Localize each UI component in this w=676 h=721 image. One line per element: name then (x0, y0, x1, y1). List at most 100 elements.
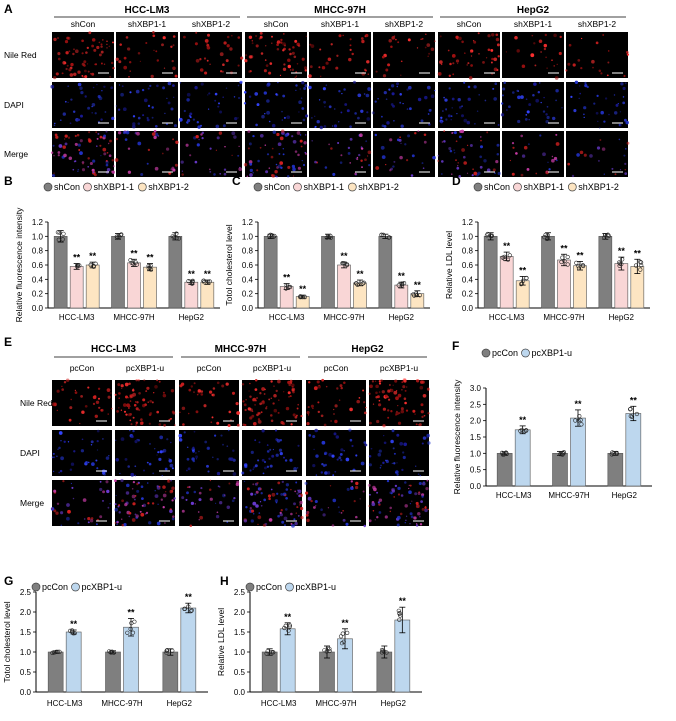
cell-dot (311, 140, 314, 142)
data-point (574, 260, 579, 266)
cell-dot (426, 436, 429, 439)
data-point (287, 284, 293, 290)
cell-dot (228, 429, 230, 432)
cell-dot (199, 68, 204, 72)
cell-dot (378, 391, 381, 393)
cell-dot (279, 74, 282, 77)
y-axis-label: Totol cholesterol level (224, 224, 234, 305)
legend-entry: shXBP1-1 (304, 182, 345, 192)
panel-label: B (4, 174, 13, 188)
cell-dot (137, 122, 141, 125)
significance-marker: ** (146, 253, 154, 263)
cell-dot (335, 435, 340, 439)
cell-dot (101, 39, 104, 41)
cell-dot (556, 63, 558, 66)
cell-dot (102, 490, 106, 494)
legend-marker (43, 182, 53, 192)
cell-dot (81, 410, 85, 414)
cell-dot (409, 512, 413, 516)
cell-dot (405, 519, 407, 522)
cell-dot (266, 450, 270, 453)
cell-dot (386, 479, 390, 483)
data-point (610, 450, 615, 455)
cell-dot (383, 124, 387, 128)
cell-dot (368, 454, 372, 458)
cell-dot (249, 70, 252, 73)
cell-dot (88, 139, 92, 143)
cell-dot (215, 149, 218, 151)
cell-dot (228, 410, 232, 414)
cell-dot (455, 140, 458, 143)
cell-dot (137, 116, 141, 120)
cell-dot (593, 102, 596, 105)
cell-dot (108, 45, 111, 48)
cell-dot (139, 60, 142, 63)
cell-dot (290, 522, 293, 525)
cell-dot (62, 112, 66, 116)
legend-entry: pcXBP1-u (82, 582, 123, 592)
cell-dot (183, 431, 186, 434)
cell-dot (158, 457, 162, 461)
cell-dot (79, 422, 81, 425)
cell-dot (226, 35, 230, 39)
cell-dot (179, 411, 181, 413)
cell-dot (131, 488, 134, 490)
bar (53, 236, 68, 309)
cell-dot (154, 385, 158, 389)
data-point (68, 628, 73, 634)
cell-dot (408, 484, 410, 487)
cell-dot (265, 64, 269, 67)
cell-dot (275, 501, 278, 504)
data-point (108, 649, 113, 655)
cell-dot (221, 384, 225, 388)
cell-dot (276, 41, 279, 44)
significance-marker: ** (630, 395, 638, 405)
cell-dot (277, 481, 281, 485)
cell-dot (289, 52, 292, 56)
cell-dot (409, 484, 412, 487)
significance-marker: ** (73, 253, 81, 263)
cell-dot (447, 114, 451, 118)
data-point (520, 278, 526, 284)
data-point (603, 233, 608, 238)
data-point (573, 418, 578, 423)
cell-dot (396, 82, 399, 86)
significance-marker: ** (127, 607, 135, 617)
cell-dot (137, 51, 141, 55)
cell-dot (219, 52, 224, 57)
cell-dot (142, 403, 146, 408)
cell-dot (219, 70, 223, 73)
cell-dot (67, 101, 69, 104)
cell-dot (371, 502, 376, 507)
nile-red-micrograph (368, 378, 430, 428)
cell-dot (403, 442, 408, 447)
bar (541, 236, 555, 309)
cell-dot (368, 519, 372, 523)
cell-dot (56, 409, 58, 412)
cell-dot (414, 492, 418, 496)
cell-dot (323, 125, 327, 128)
micrograph-background (566, 82, 628, 128)
data-point (264, 651, 269, 656)
cell-dot (288, 383, 292, 387)
cell-dot (579, 92, 582, 95)
data-point (164, 648, 169, 653)
cell-dot (223, 494, 226, 496)
cell-dot (417, 492, 421, 496)
cell-dot (129, 400, 132, 402)
cell-dot (170, 168, 173, 171)
micrograph-background (245, 131, 307, 177)
cell-dot (256, 413, 259, 417)
cell-dot (124, 502, 128, 507)
cell-dot (312, 407, 314, 410)
cell-dot (421, 380, 425, 384)
cell-dot (95, 459, 98, 462)
cell-dot (328, 143, 330, 146)
cell-dot (496, 43, 500, 47)
cell-dot (302, 163, 306, 167)
cell-dot (293, 518, 296, 521)
cell-dot (450, 115, 453, 117)
legend-marker (347, 182, 357, 192)
cell-dot (231, 499, 235, 503)
bar (353, 282, 367, 309)
